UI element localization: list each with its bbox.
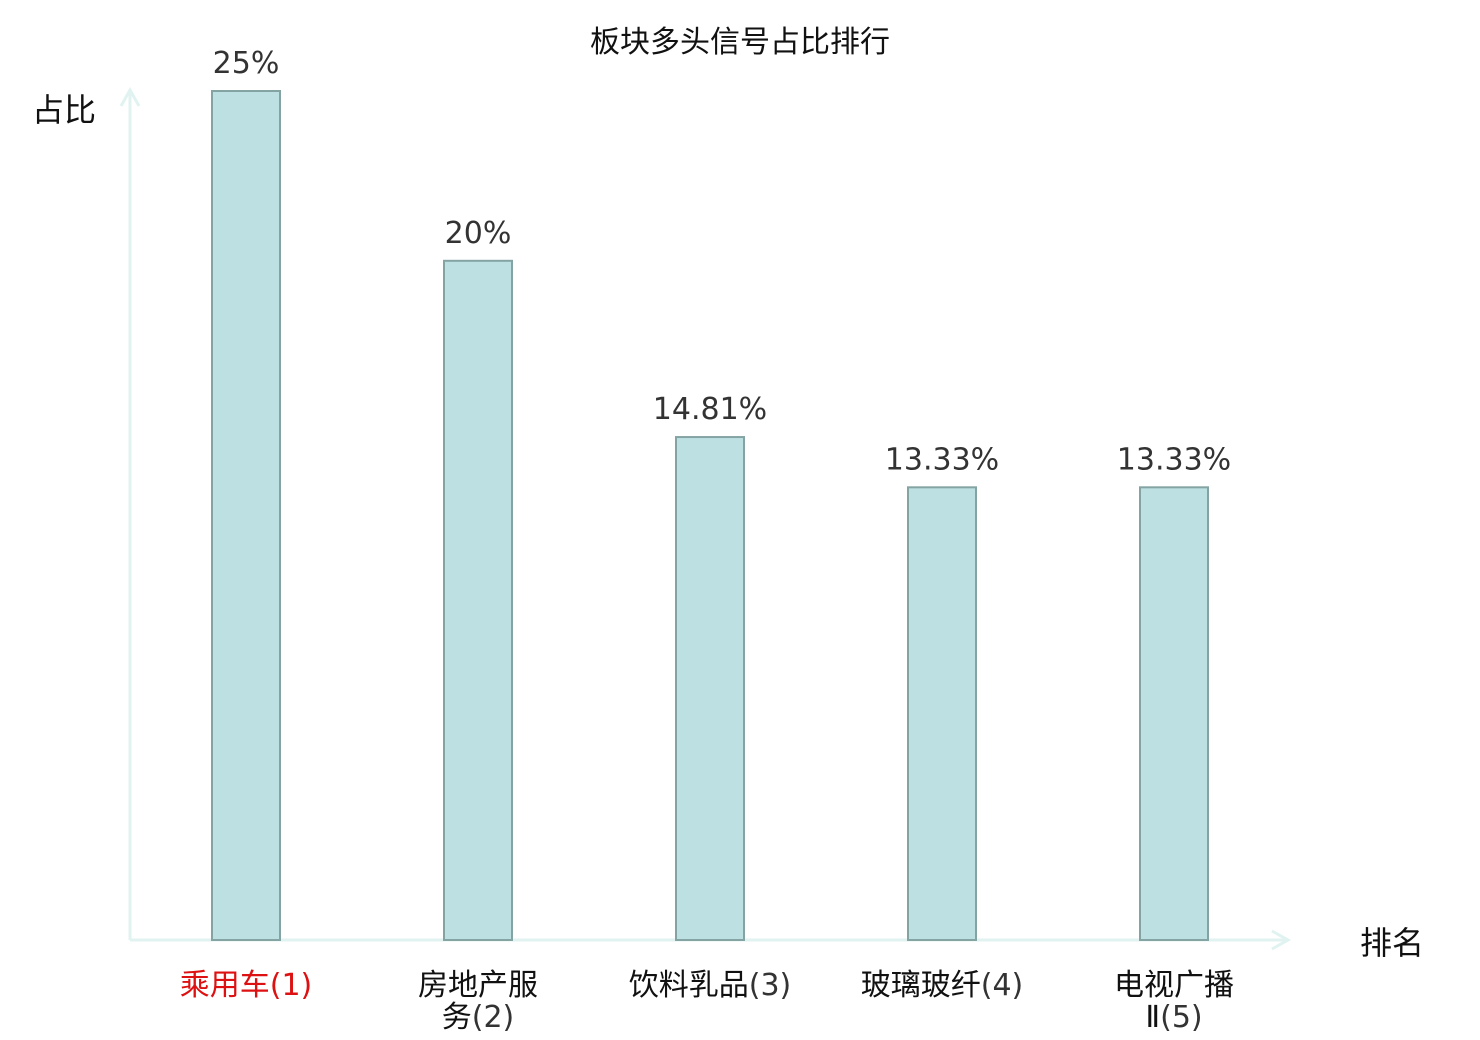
bar xyxy=(1139,486,1209,941)
category-name: 电视广播 xyxy=(1114,968,1234,1003)
y-axis-title: 占比 xyxy=(32,91,96,129)
category-label: 饮料乳品(3) xyxy=(629,968,792,1003)
category-rank: (2) xyxy=(472,1000,515,1035)
category-rank: (4) xyxy=(981,968,1024,1003)
category-label: 玻璃玻纤(4) xyxy=(861,968,1024,1003)
bar xyxy=(211,90,281,941)
value-label: 20% xyxy=(445,216,512,251)
category-name-continuation: 务 xyxy=(442,1000,472,1035)
category-name: 乘用车 xyxy=(180,968,270,1003)
x-axis-arrow xyxy=(1271,929,1292,951)
category-rank: (5) xyxy=(1160,1000,1203,1035)
category-name: 饮料乳品 xyxy=(629,968,749,1003)
x-axis-title: 排名 xyxy=(1360,924,1424,962)
bars xyxy=(211,90,1209,941)
chart-title: 板块多头信号占比排行 xyxy=(590,25,890,60)
value-label: 25% xyxy=(213,46,280,81)
value-label: 13.33% xyxy=(885,442,999,477)
category-labels: 乘用车(1) 房地产服务(2) 饮料乳品(3) 玻璃玻纤(4) 电视广播 Ⅱ(5) xyxy=(180,968,1234,1035)
bar xyxy=(907,486,977,941)
y-axis-arrow xyxy=(119,86,141,107)
category-name: 玻璃玻纤 xyxy=(861,968,981,1003)
category-rank: (1) xyxy=(270,968,313,1003)
bar xyxy=(443,259,513,941)
category-label: 房地产服务(2) xyxy=(418,968,538,1035)
category-label: 乘用车(1) xyxy=(180,968,313,1003)
bar xyxy=(675,436,745,941)
category-name: 房地产服 xyxy=(418,968,538,1003)
category-name-continuation: Ⅱ xyxy=(1145,1000,1160,1035)
category-label: 电视广播 Ⅱ(5) xyxy=(1114,968,1234,1035)
value-labels: 25% 20% 14.81% 13.33% 13.33% xyxy=(213,46,1232,477)
value-label: 14.81% xyxy=(653,392,767,427)
value-label: 13.33% xyxy=(1117,442,1231,477)
category-rank: (3) xyxy=(749,968,792,1003)
